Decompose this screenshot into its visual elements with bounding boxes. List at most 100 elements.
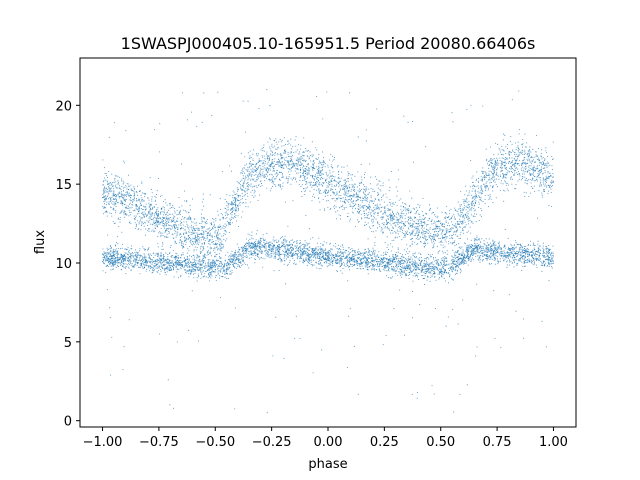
data-point [407,209,409,211]
data-point [439,241,441,243]
data-point [312,168,314,170]
data-point [290,159,292,161]
data-point [319,184,321,186]
data-point [511,176,513,178]
data-point [394,230,396,232]
data-point [503,150,505,152]
data-point [498,148,500,150]
data-point [467,218,469,220]
data-point [254,180,256,182]
data-point [480,187,482,189]
data-point [129,207,131,209]
data-point [111,202,113,204]
data-point [299,157,301,159]
data-point [193,218,195,220]
data-point [500,189,502,191]
data-point [271,185,274,188]
data-point [486,186,488,188]
data-point [120,189,122,191]
data-point [265,169,267,171]
data-point [402,222,404,224]
data-point [471,177,473,179]
data-point [209,235,211,237]
data-point [398,212,400,215]
data-point [209,230,212,232]
data-point [481,192,483,194]
data-point [236,199,238,201]
data-point [446,253,448,255]
data-point [393,215,396,217]
data-point [386,222,388,224]
data-point [368,205,370,207]
data-point [165,222,167,224]
data-point [502,139,504,141]
data-point [124,210,126,213]
data-point [344,194,346,196]
data-point [321,252,323,254]
data-point [519,160,521,162]
data-point [229,219,231,221]
data-point [398,219,400,221]
data-point [283,137,285,139]
data-point [319,201,321,203]
data-point [489,197,491,199]
data-point [247,176,249,178]
data-point [303,176,305,178]
data-point [323,163,325,165]
data-point [165,262,168,264]
data-point [271,143,273,145]
data-point [459,214,461,217]
data-point [335,194,337,197]
data-point [162,220,164,223]
data-point [389,229,391,231]
data-point [123,211,125,213]
data-point [232,190,234,192]
data-point [297,172,299,174]
data-point [469,206,471,208]
data-point [443,237,445,239]
data-point [514,172,516,174]
data-point [551,186,553,188]
data-point [335,211,337,213]
data-point [230,218,232,220]
data-point [523,191,525,193]
data-point [262,175,264,177]
data-point [133,199,135,201]
data-point [177,231,179,233]
data-point [145,208,147,210]
data-point [378,223,380,225]
data-point [423,214,425,216]
data-point [374,242,376,244]
data-point [342,197,344,199]
data-point [273,170,276,172]
data-point [469,226,471,228]
data-point [241,189,243,191]
data-point [480,188,482,190]
data-point [216,234,218,236]
data-point [254,262,256,264]
data-point [211,235,213,237]
data-point [354,190,356,192]
data-point [157,221,159,223]
data-point [314,174,317,176]
data-point [380,190,382,192]
data-point [524,149,526,151]
data-point [293,152,295,154]
data-point [249,161,251,163]
data-point [188,250,190,252]
data-point [474,196,476,198]
data-point [220,250,222,252]
data-point [260,167,262,169]
data-point [216,246,218,248]
data-point [126,183,128,185]
data-point [313,165,315,167]
data-point [378,200,380,202]
data-point [404,235,406,237]
data-point [161,220,163,222]
data-point [513,158,515,160]
data-point [179,234,181,236]
data-point [279,138,281,140]
data-point [441,230,444,233]
data-point [447,222,449,224]
data-point [163,225,165,227]
